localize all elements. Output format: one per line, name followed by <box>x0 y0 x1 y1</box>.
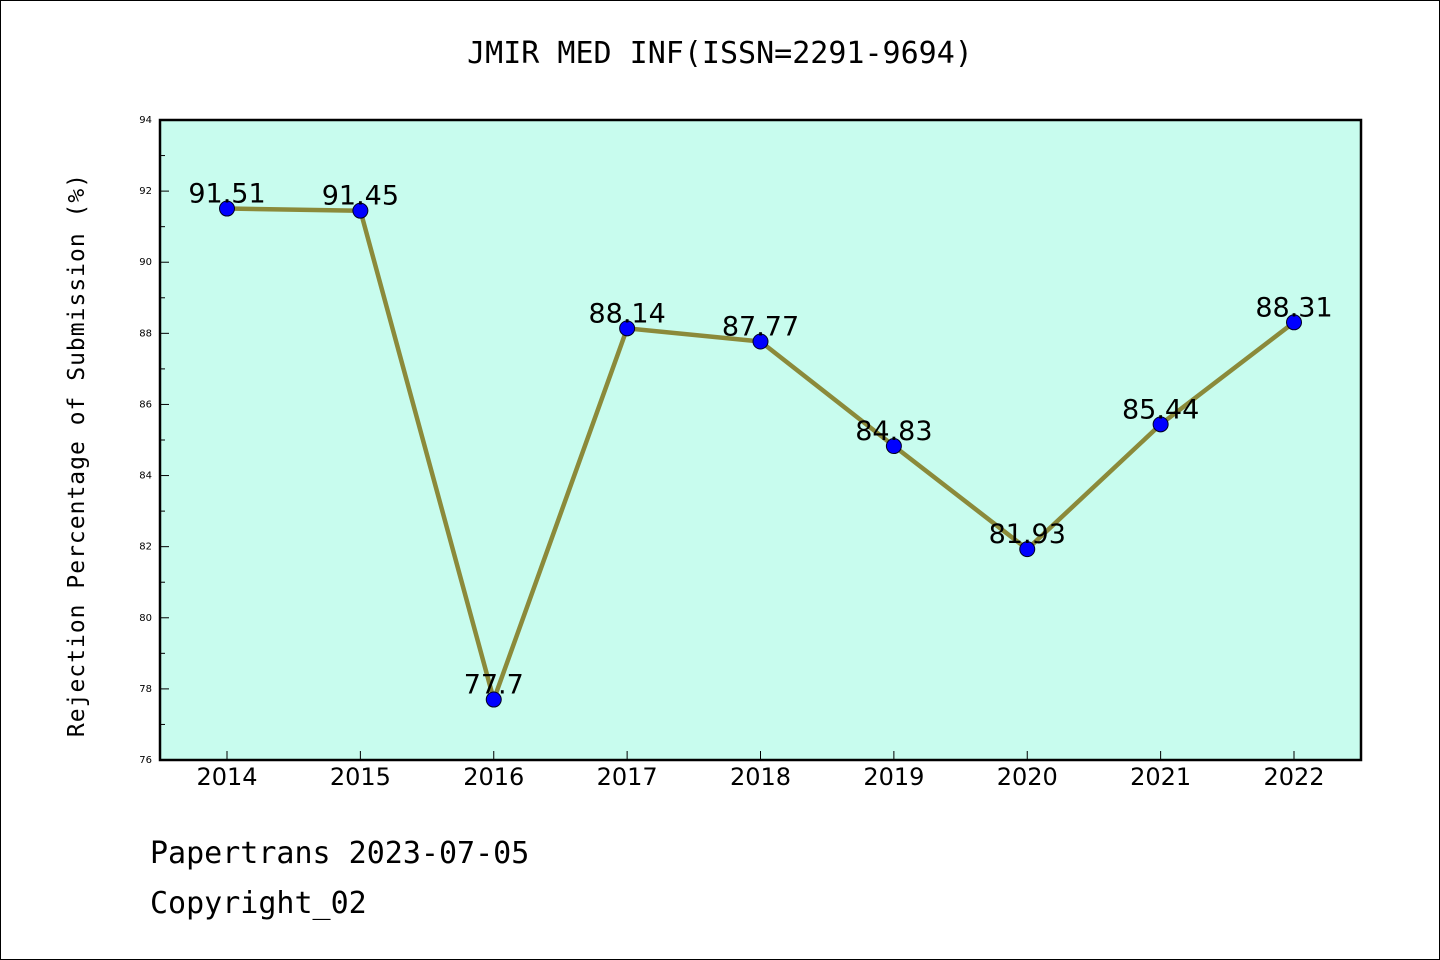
footer-date: Papertrans 2023-07-05 <box>150 836 530 871</box>
data-label: 77.7 <box>464 670 524 701</box>
x-tick-label: 2016 <box>463 763 524 791</box>
data-label: 84.83 <box>855 416 932 447</box>
x-tick-label: 2020 <box>997 763 1058 791</box>
x-tick-label: 2018 <box>730 763 791 791</box>
x-tick-label: 2017 <box>597 763 658 791</box>
data-label: 88.31 <box>1255 292 1332 323</box>
y-tick-label: 92 <box>139 186 152 197</box>
footer-copyright: Copyright_02 <box>150 886 367 921</box>
x-tick-label: 2021 <box>1130 763 1191 791</box>
y-tick-label: 94 <box>139 115 152 126</box>
data-label: 88.14 <box>588 298 665 329</box>
data-point <box>219 200 235 217</box>
y-tick-label: 80 <box>139 613 152 624</box>
data-label: 85.44 <box>1122 394 1199 425</box>
y-tick-label: 78 <box>139 684 152 695</box>
data-point <box>485 691 502 708</box>
data-point <box>1286 314 1302 331</box>
data-label: 87.77 <box>722 312 799 343</box>
data-point <box>352 202 369 219</box>
data-label: 81.93 <box>989 519 1066 550</box>
data-point <box>619 320 636 337</box>
data-label: 91.45 <box>322 181 399 212</box>
chart-title: JMIR MED INF(ISSN=2291-9694) <box>467 36 973 71</box>
data-point <box>1019 541 1036 558</box>
y-tick-label: 76 <box>139 755 152 766</box>
plot-area <box>160 120 1361 760</box>
x-tick-label: 2019 <box>863 763 924 791</box>
y-tick-label: 84 <box>139 471 152 482</box>
y-tick-label: 86 <box>139 399 152 410</box>
x-tick-label: 2015 <box>330 763 391 791</box>
data-point <box>1152 416 1169 433</box>
data-point <box>885 438 902 455</box>
y-tick-label: 88 <box>139 328 152 339</box>
x-tick-label: 2022 <box>1263 763 1324 791</box>
y-tick-label: 82 <box>139 542 152 553</box>
x-tick-label: 2014 <box>196 763 257 791</box>
y-tick-label: 90 <box>139 257 152 268</box>
data-point <box>752 333 769 350</box>
plot-border <box>158 118 1363 762</box>
data-label: 91.51 <box>188 179 265 210</box>
